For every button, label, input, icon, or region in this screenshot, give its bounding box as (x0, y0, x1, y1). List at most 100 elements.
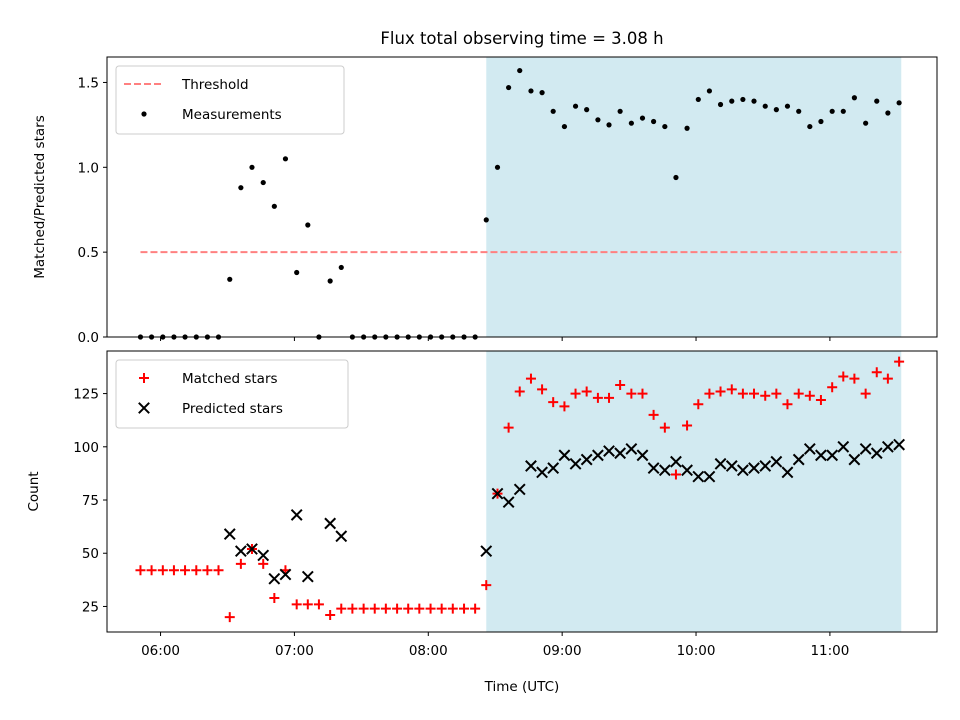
predicted-star-marker (837, 440, 850, 453)
matched-star-marker (525, 373, 536, 384)
predicted-star-marker (223, 528, 236, 540)
matched-star-marker (748, 388, 759, 399)
matched-star-marker (191, 565, 202, 576)
data-markers (135, 356, 906, 623)
predicted-star-marker (658, 464, 671, 477)
measurement-point (807, 123, 813, 130)
predicted-star-marker (826, 449, 839, 462)
measurement-point (874, 98, 880, 104)
matched-star-marker (715, 386, 726, 397)
predicted-star-marker (893, 438, 906, 451)
legend-swatch-plus (139, 373, 149, 383)
measurement-point (717, 101, 724, 108)
measurement-point (282, 156, 289, 162)
matched-star-marker (559, 401, 570, 412)
measurement-point (539, 90, 545, 96)
predicted-star-marker (625, 443, 638, 455)
legend: Matched stars Predicted stars (115, 359, 349, 429)
predicted-star-marker (681, 464, 693, 477)
x-tick-label: 06:00 (141, 643, 180, 659)
y-axis-label: Count (26, 471, 42, 511)
measurement-point (740, 96, 746, 103)
matched-star-marker (771, 388, 782, 399)
measurement-point (249, 164, 255, 170)
measurement-point (595, 117, 601, 123)
x-tick-label: 11:00 (810, 643, 849, 659)
y-axis-label: Matched/Predicted stars (32, 115, 48, 278)
matched-star-marker (202, 565, 213, 576)
matched-star-marker (380, 603, 391, 614)
measurement-point (818, 118, 824, 125)
axes-frame (106, 56, 938, 338)
matched-star-marker (470, 603, 481, 614)
matched-star-marker (514, 386, 525, 397)
matched-star-marker (548, 397, 559, 408)
measurement-point (294, 269, 300, 276)
measurement-point (517, 67, 523, 74)
predicted-star-marker (636, 449, 649, 462)
measurement-point (784, 103, 791, 109)
y-tick-label: 0.5 (78, 245, 99, 261)
predicted-star-marker (480, 545, 493, 558)
matched-star-marker (503, 422, 514, 433)
matched-star-marker (414, 603, 425, 614)
matched-star-marker (871, 367, 882, 378)
measurement-point (628, 120, 634, 126)
measurement-point (271, 203, 277, 209)
measurement-point (572, 103, 579, 109)
legend-swatch-cross (138, 402, 150, 414)
matched-star-marker (213, 565, 224, 576)
predicted-star-marker (736, 464, 749, 477)
matched-star-marker (481, 580, 492, 591)
matched-star-marker (894, 356, 905, 367)
predicted-star-marker (246, 543, 258, 555)
predicted-star-marker (257, 549, 270, 562)
legend-label: Threshold (181, 77, 249, 93)
legend-label: Matched stars (182, 371, 278, 387)
matched-star-marker (403, 603, 414, 614)
measurement-point (506, 84, 512, 91)
matched-star-marker (804, 390, 815, 401)
legend: Threshold Measurements (115, 65, 345, 135)
predicted-star-marker (748, 462, 760, 474)
matched-star-marker (436, 603, 447, 614)
predicted-star-marker (614, 447, 627, 460)
predicted-star-marker (558, 449, 571, 462)
predicted-star-marker (547, 462, 560, 474)
matched-star-marker (592, 392, 603, 403)
predicted-star-marker (759, 460, 772, 472)
matched-star-marker (581, 386, 592, 397)
predicted-star-marker (502, 496, 515, 509)
matched-star-marker (615, 380, 626, 391)
measurement-point (327, 278, 333, 284)
matched-star-marker (626, 388, 637, 399)
predicted-star-marker (491, 487, 504, 500)
predicted-star-marker (234, 545, 247, 558)
matched-star-marker (682, 420, 693, 431)
matched-star-marker (135, 565, 146, 576)
measurement-point (851, 95, 858, 101)
measurement-point (863, 120, 869, 126)
predicted-star-marker (569, 457, 582, 470)
predicted-star-marker (513, 483, 526, 496)
x-tick-label: 07:00 (275, 643, 314, 659)
matched-star-marker (827, 382, 838, 393)
y-tick-label: 25 (82, 599, 99, 615)
predicted-star-marker (692, 470, 705, 483)
measurement-point (773, 107, 779, 113)
predicted-star-marker (647, 462, 660, 474)
observing-window-shade (486, 57, 902, 337)
measurement-point (305, 222, 311, 228)
matched-star-marker (737, 388, 748, 399)
matched-star-marker (693, 399, 704, 410)
matched-star-marker (392, 603, 403, 614)
matched-star-marker (726, 384, 737, 395)
y-tick-label: 50 (82, 546, 99, 562)
measurement-point (561, 123, 568, 130)
matched-star-marker (235, 558, 246, 569)
measurement-point (227, 276, 233, 282)
measurement-point (606, 122, 612, 128)
matched-star-marker (637, 388, 648, 399)
measurement-point (260, 179, 266, 186)
matched-star-marker (882, 373, 893, 384)
